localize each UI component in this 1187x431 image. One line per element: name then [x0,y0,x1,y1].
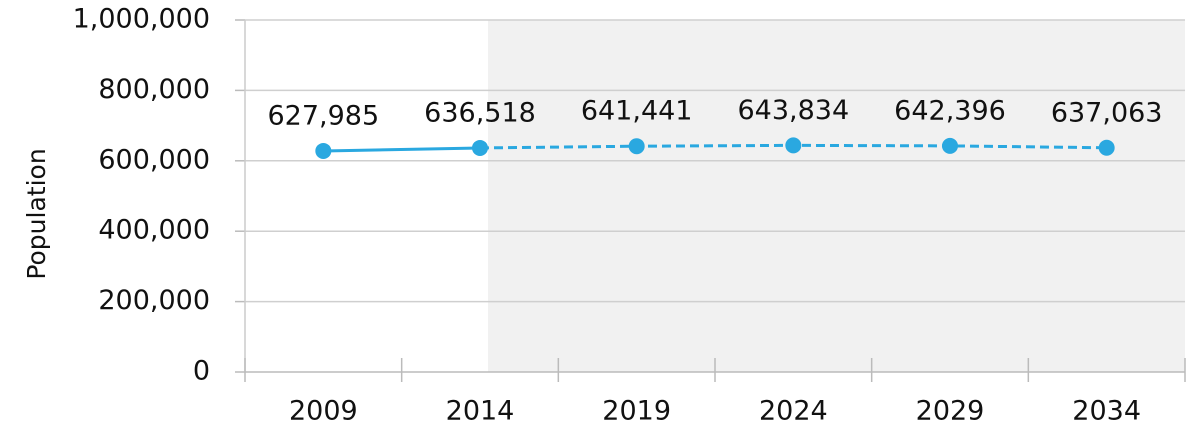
y-tick-label: 800,000 [98,74,210,105]
y-tick-label: 400,000 [98,215,210,246]
value-label: 636,518 [424,97,536,128]
point [315,142,332,159]
point [942,137,958,154]
value-label: 641,441 [581,96,693,127]
point [628,138,645,155]
forecast-shade [488,20,1185,372]
value-label: 627,985 [268,100,380,131]
value-label: 637,063 [1051,97,1163,128]
point [472,139,488,156]
y-axis-label: Population [22,148,51,279]
value-label: 642,396 [894,95,1006,126]
x-tick-label: 2014 [446,396,515,427]
x-tick-label: 2009 [289,396,358,427]
x-tick-label: 2024 [759,396,828,427]
point [785,137,802,154]
y-tick-label: 200,000 [98,285,210,316]
y-tick-label: 0 [193,356,210,387]
line-actual [323,146,481,153]
x-tick-label: 2019 [602,396,671,427]
value-label: 643,834 [738,95,850,126]
y-tick-label: 600,000 [98,144,210,175]
x-tick-label: 2029 [916,396,985,427]
x-tick-label: 2034 [1072,396,1141,427]
point [1098,139,1115,156]
y-tick-label: 1,000,000 [73,4,210,35]
